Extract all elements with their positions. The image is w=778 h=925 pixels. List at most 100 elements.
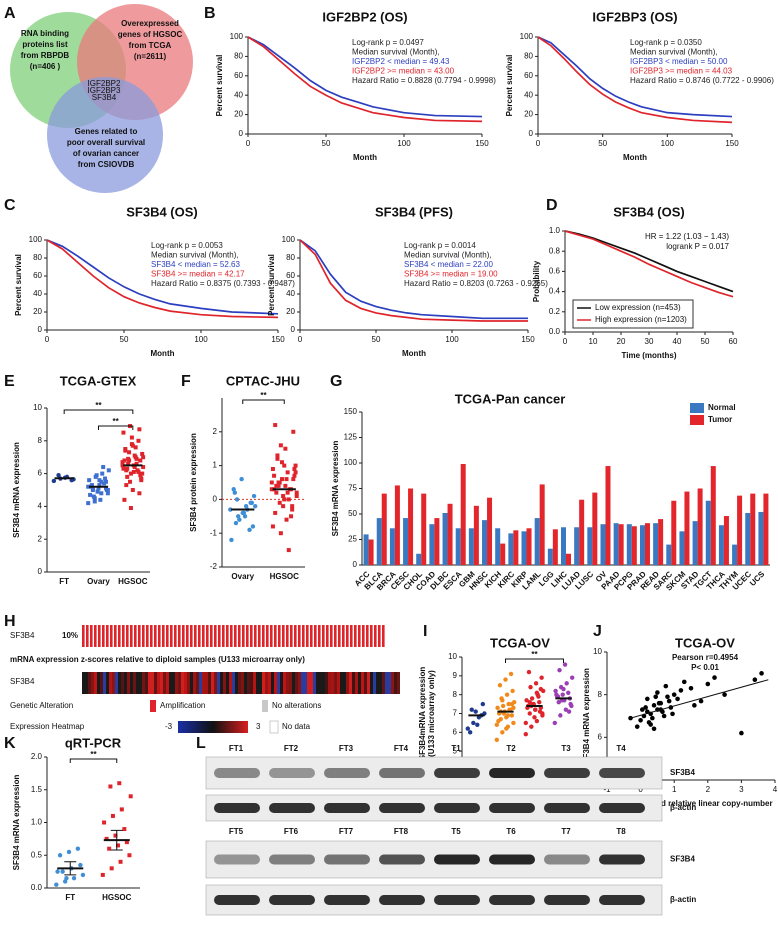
stat-text: SF3B4 >= median = 42.17	[151, 270, 245, 279]
data-point	[646, 720, 652, 725]
heatmap-cell	[319, 672, 322, 694]
bar	[644, 523, 650, 565]
x-tick-label: 50	[372, 335, 381, 344]
heatmap-cell	[304, 672, 307, 694]
bar	[473, 505, 479, 565]
data-point	[99, 491, 104, 496]
alteration-stripe	[170, 625, 173, 647]
survival-curve	[299, 239, 528, 322]
blot-band	[489, 768, 535, 778]
heatmap-cell	[163, 672, 166, 694]
lane-label: T6	[506, 827, 516, 836]
heatmap-cell	[109, 672, 112, 694]
legend-swatch	[150, 700, 156, 712]
data-point	[86, 501, 91, 506]
data-point	[116, 843, 121, 848]
bar	[547, 548, 553, 565]
lane-label: FT4	[394, 744, 409, 753]
lane-label: FT2	[284, 744, 299, 753]
venn-label: Overexpressed	[121, 19, 179, 28]
heatmap-cell	[139, 672, 142, 694]
protein-label: β-actin	[670, 803, 696, 812]
data-point	[678, 688, 684, 693]
data-point	[97, 478, 102, 483]
heatmap-cell	[181, 672, 184, 694]
y-tick-label: 1	[213, 461, 218, 470]
panel-title: SF3B4 (OS)	[126, 204, 198, 219]
panel-title: TCGA-GTEX	[60, 373, 137, 388]
alteration-stripe	[106, 625, 109, 647]
data-point	[141, 465, 146, 470]
bar	[679, 531, 685, 565]
blot-band	[434, 895, 480, 905]
overlap-gene: IGF2BP3	[88, 86, 121, 95]
legend-swatch	[262, 700, 268, 712]
alteration-stripe	[162, 625, 165, 647]
panel-letter: E	[4, 373, 15, 390]
x-tick-label: FT	[59, 577, 69, 586]
lane-label: T7	[561, 827, 571, 836]
data-point	[494, 737, 499, 743]
x-tick-label: 0	[246, 139, 251, 148]
survival-curve	[299, 239, 528, 320]
data-point	[106, 468, 111, 473]
heatmap-cell	[274, 672, 277, 694]
blot-band	[379, 854, 425, 865]
y-axis-label: SF3B4mRNA expression	[418, 667, 427, 761]
heatmap-cell	[301, 672, 304, 694]
y-tick-label: 1.0	[31, 818, 43, 827]
blot-band	[214, 854, 260, 865]
bar	[495, 528, 501, 565]
protein-label: β-actin	[670, 895, 696, 904]
alteration-stripe	[290, 625, 293, 647]
alteration-stripe	[218, 625, 221, 647]
heatmap-cell	[346, 672, 349, 694]
x-tick-label: 150	[521, 335, 535, 344]
heatmap-cell	[214, 672, 217, 694]
stat-text: Hazard Ratio = 0.8203 (0.7263 - 0.9265)	[404, 279, 548, 288]
legend-label: -3	[165, 722, 173, 731]
data-point	[243, 503, 249, 509]
x-tick-label: 0	[638, 785, 643, 794]
data-point	[95, 489, 100, 494]
data-point	[239, 476, 244, 482]
x-tick-label: 50	[322, 139, 331, 148]
heatmap-cell	[136, 672, 139, 694]
bar	[552, 529, 558, 565]
gene-label: SF3B4	[10, 677, 35, 686]
alteration-stripe	[374, 625, 377, 647]
data-point	[80, 872, 86, 878]
data-point	[533, 707, 538, 712]
data-point	[643, 705, 648, 710]
heatmap-cell	[367, 672, 370, 694]
alteration-stripe	[130, 625, 133, 647]
alteration-stripe	[370, 625, 373, 647]
heatmap-cell	[355, 672, 358, 694]
data-point	[564, 681, 569, 686]
legend-swatch	[269, 720, 279, 734]
y-tick-label: 60	[33, 271, 42, 280]
data-point	[122, 827, 127, 832]
data-point	[284, 517, 289, 522]
data-point	[671, 692, 677, 697]
data-point	[141, 455, 146, 460]
y-tick-label: 0	[291, 325, 296, 334]
alteration-frequency: 10%	[62, 631, 78, 640]
blot-band	[544, 803, 590, 813]
lane-label: T8	[616, 827, 626, 836]
venn-label: from CSIOVDB	[78, 160, 135, 169]
data-point	[666, 698, 672, 704]
data-point	[75, 846, 81, 851]
heatmap-cell	[112, 672, 115, 694]
heatmap-cell	[283, 672, 286, 694]
heatmap-cell	[343, 672, 346, 694]
y-tick-label: 60	[286, 271, 295, 280]
heatmap-caption: mRNA expression z-scores relative to dip…	[10, 655, 305, 664]
heatmap-cell	[247, 672, 250, 694]
y-tick-label: 50	[348, 509, 357, 518]
y-tick-label: 6	[598, 732, 603, 741]
data-point	[705, 681, 711, 687]
y-tick-label: 125	[344, 433, 358, 442]
alteration-stripe	[118, 625, 121, 647]
heatmap-cell	[376, 672, 379, 694]
